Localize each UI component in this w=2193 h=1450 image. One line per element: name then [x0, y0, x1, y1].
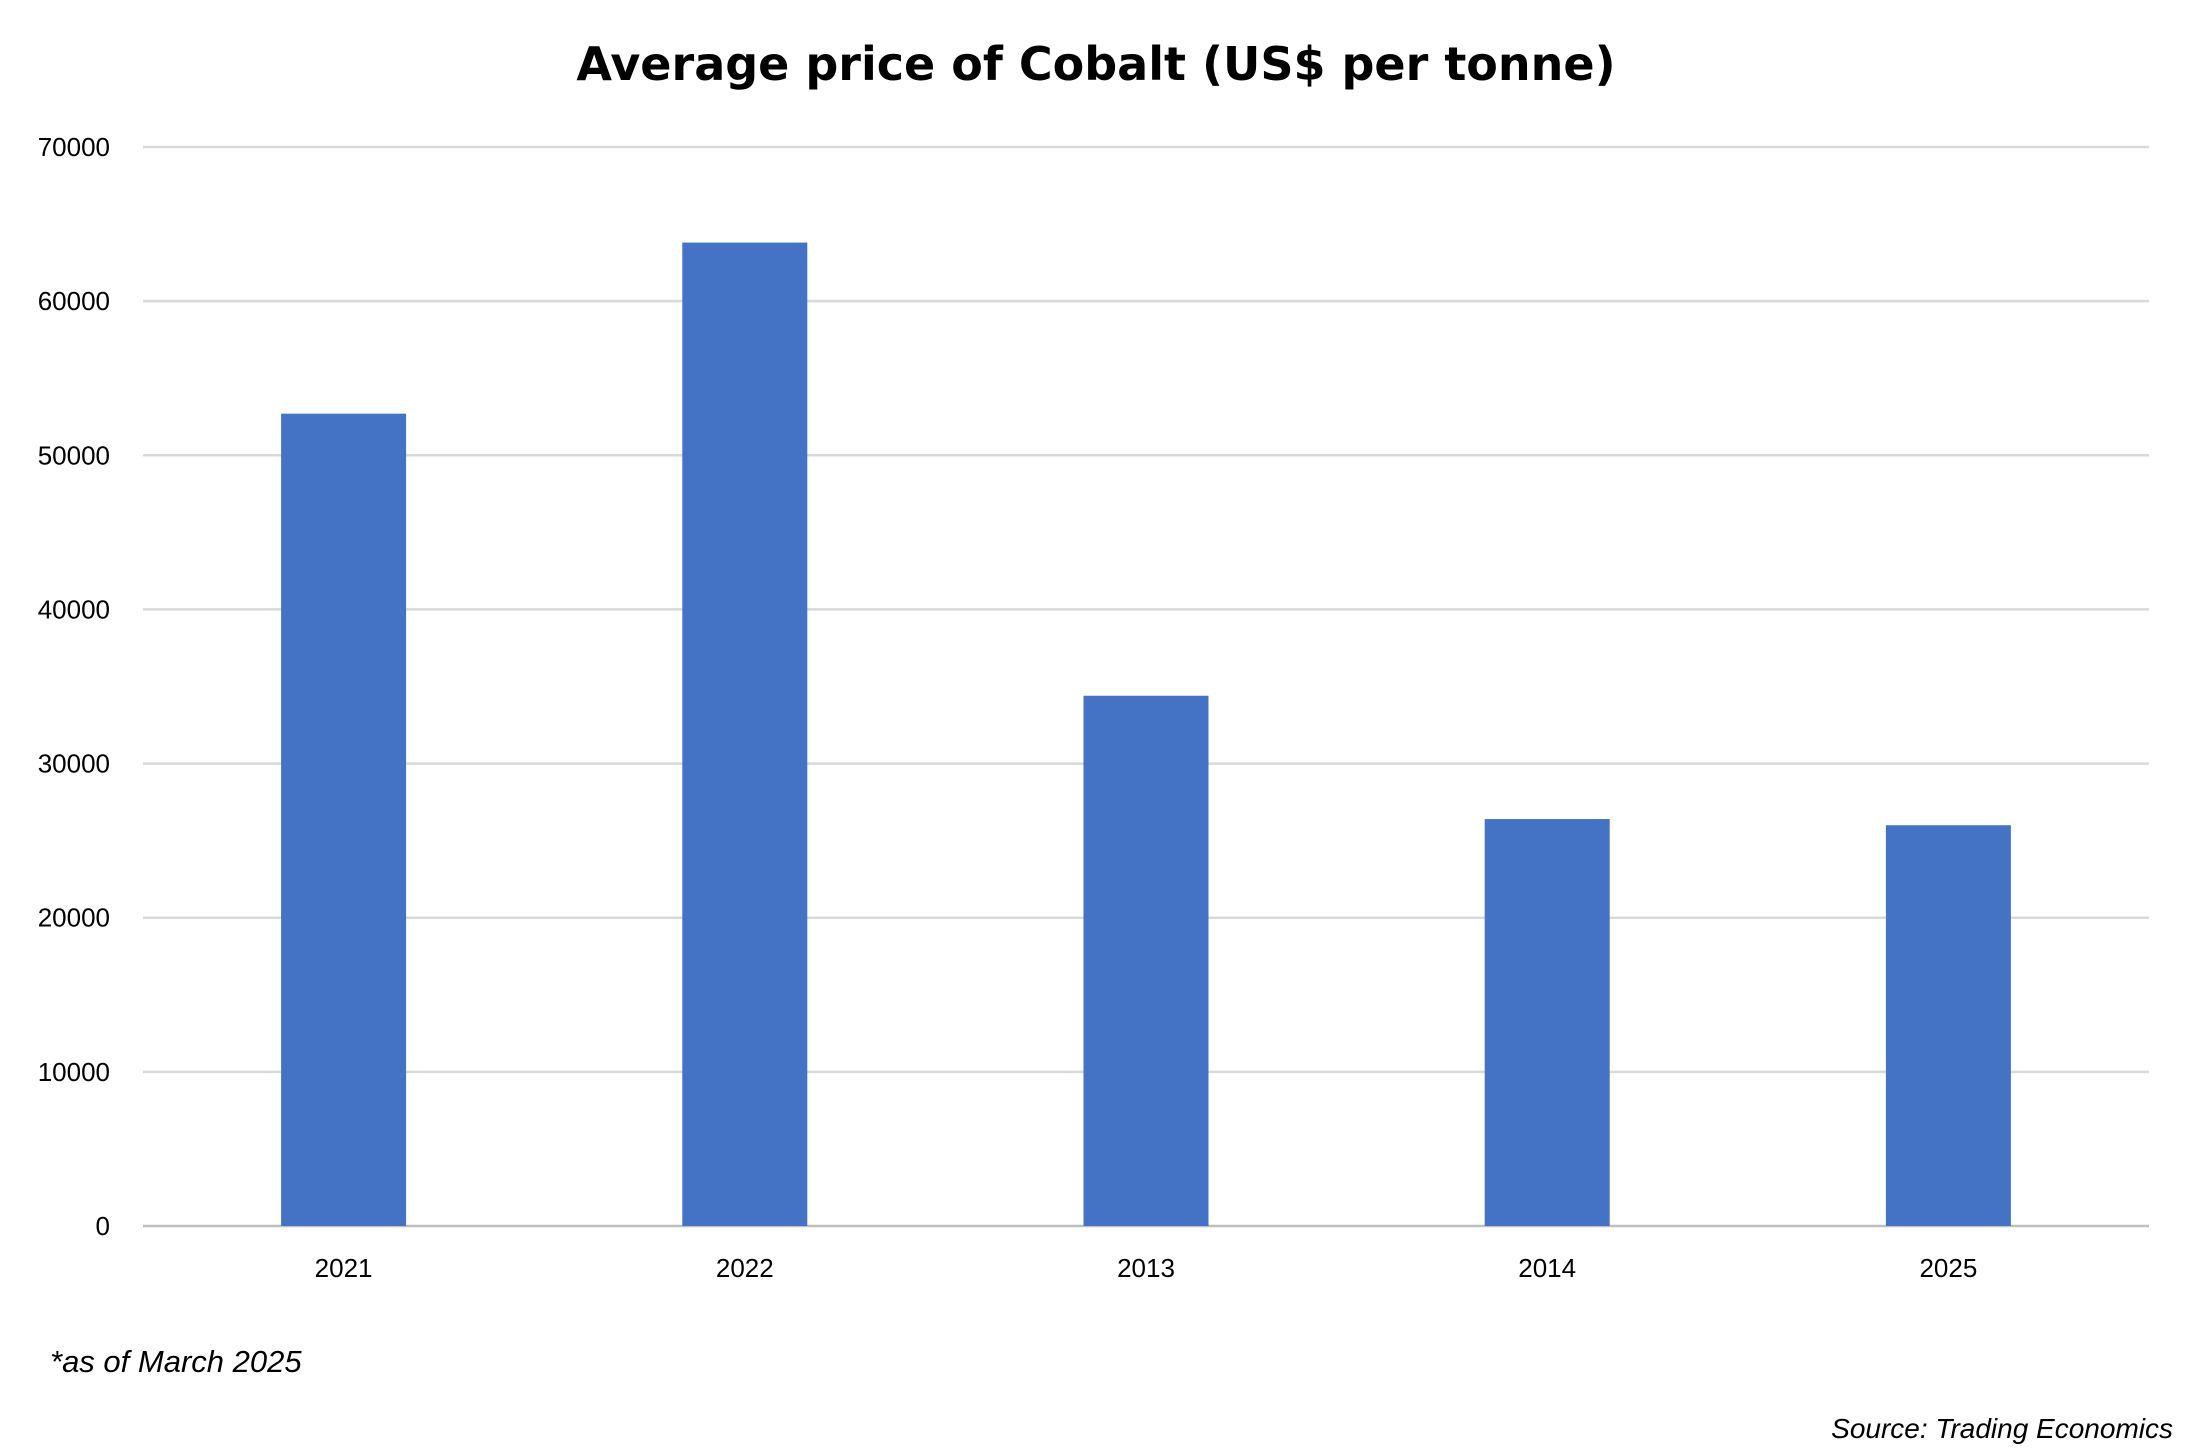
y-tick-label: 70000 — [38, 132, 110, 162]
x-tick-label: 2013 — [1117, 1253, 1175, 1283]
bars — [281, 242, 2011, 1227]
y-tick-label: 30000 — [38, 749, 110, 779]
chart-title: Average price of Cobalt (US$ per tonne) — [576, 37, 1615, 91]
source-note: Source: Trading Economics — [1831, 1413, 2173, 1444]
footnote: *as of March 2025 — [50, 1344, 302, 1379]
y-tick-label: 10000 — [38, 1057, 110, 1087]
bar-2025 — [1885, 825, 2011, 1226]
bar-2022 — [682, 242, 808, 1226]
bar-2014 — [1484, 819, 1610, 1226]
x-tick-label: 2025 — [1919, 1253, 1977, 1283]
y-tick-label: 0 — [96, 1211, 110, 1241]
bar-2021 — [281, 413, 407, 1227]
x-tick-label: 2014 — [1518, 1253, 1576, 1283]
y-tick-label: 20000 — [38, 903, 110, 933]
bar-2013 — [1083, 695, 1209, 1226]
x-tick-label: 2022 — [716, 1253, 774, 1283]
y-tick-label: 50000 — [38, 440, 110, 470]
y-tick-label: 40000 — [38, 594, 110, 624]
x-axis-tick-labels: 2021 2022 2013 2014 2025 — [315, 1253, 1978, 1283]
y-axis-tick-labels: 0 10000 20000 30000 40000 50000 60000 70000 — [38, 132, 110, 1241]
x-tick-label: 2021 — [315, 1253, 373, 1283]
y-tick-label: 60000 — [38, 286, 110, 316]
